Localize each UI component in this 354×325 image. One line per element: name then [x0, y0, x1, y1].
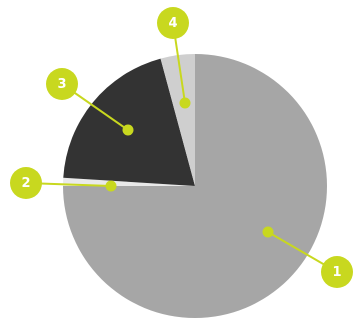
callout-badge-3	[46, 68, 78, 100]
callout-3: 3	[46, 68, 134, 136]
callout-4: 4	[157, 7, 191, 109]
callout-badge-2	[10, 167, 42, 199]
pie-slice-4	[160, 54, 195, 186]
callout-dot-1	[262, 226, 274, 238]
slice-label-2: 2	[21, 176, 30, 191]
callout-1: 1	[262, 226, 353, 288]
pie-callouts: 1 2 3 4	[10, 7, 353, 288]
callout-badge-1	[321, 256, 353, 288]
slice-label-1: 1	[332, 265, 341, 280]
pie-slices	[63, 54, 327, 318]
callout-badge-4	[157, 7, 189, 39]
callout-2: 2	[10, 167, 117, 199]
callout-dot-4	[179, 97, 191, 109]
pie-slice-2	[63, 177, 195, 186]
pie-slice-3	[63, 58, 196, 186]
slice-label-4: 4	[168, 16, 177, 31]
slice-label-3: 3	[57, 77, 66, 92]
callout-dot-3	[122, 124, 134, 136]
callout-dot-2	[105, 180, 117, 192]
